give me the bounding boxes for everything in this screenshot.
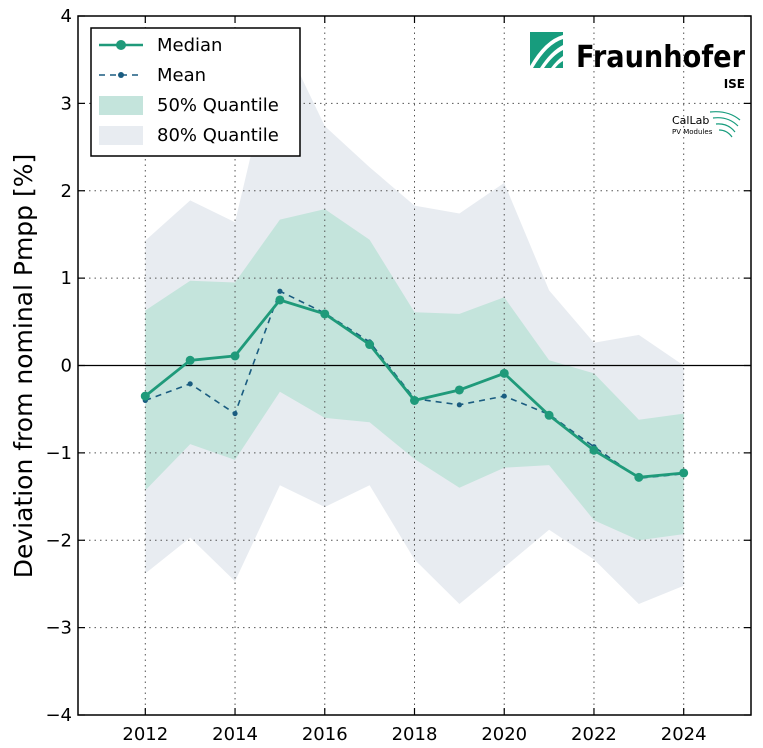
fraunhofer-emblem-icon [530,32,563,68]
legend-item-50-quantile: 50% Quantile [99,95,279,116]
callab-subtitle: PV Modules [672,128,713,136]
x-tick-label: 2014 [212,724,258,745]
point-mean [232,410,238,417]
x-tick-label: 2020 [481,724,527,745]
legend-50-label: 50% Quantile [157,95,279,116]
point-median [185,355,195,365]
point-mean [501,393,507,399]
x-tick-label: 2018 [392,724,438,745]
fraunhofer-wordmark: Fraunhofer [576,40,745,75]
legend-item-mean: Mean [99,65,206,86]
legend-80-swatch [99,126,143,145]
point-median [454,385,464,395]
point-median [365,340,375,350]
fraunhofer-logo: Fraunhofer ISE [530,32,745,91]
axis-ticks: 2012 2014 2016 2018 2020 2022 2024 −4 −3 −2 −1 0 1 2 3… [45,6,751,745]
callab-logo: CalLab PV Modules [672,111,741,138]
y-tick-label: −2 [45,530,72,551]
y-tick-label: 1 [61,268,72,289]
point-median [230,351,240,361]
point-median [499,368,509,378]
callab-title: CalLab [672,114,709,127]
legend-median-label: Median [157,35,222,56]
callab-swoosh-icon [709,111,741,138]
x-tick-label: 2016 [302,724,348,745]
y-tick-label: −4 [45,705,72,726]
y-tick-label: −1 [45,443,72,464]
point-mean [187,381,193,387]
y-tick-label: 3 [61,93,72,114]
y-tick-label: −3 [45,618,72,639]
legend-80-label: 80% Quantile [157,125,279,146]
x-tick-label: 2022 [571,724,617,745]
y-axis-title: Deviation from nominal Pmpp [%] [9,154,38,579]
y-tick-label: 4 [61,6,72,27]
point-median [589,445,599,455]
data-series [140,288,689,482]
point-median [634,472,644,482]
legend-median-marker [116,40,126,50]
point-median [544,410,554,420]
legend-mean-label: Mean [157,65,206,86]
ise-label: ISE [724,77,745,91]
point-median [679,468,689,478]
y-tick-label: 0 [61,356,72,377]
x-tick-label: 2024 [661,724,707,745]
point-median [410,395,419,405]
legend-50-swatch [99,96,143,115]
legend-item-80-quantile: 80% Quantile [99,125,279,146]
point-median [320,309,330,319]
point-median [275,295,285,305]
y-tick-label: 2 [61,181,72,202]
legend: Median Mean 50% Quantile 80% Quantile [90,27,301,157]
x-tick-label: 2012 [122,724,168,745]
point-median [140,391,150,401]
point-mean [456,402,462,408]
legend-mean-marker [118,72,124,78]
legend-item-median: Median [99,35,222,56]
point-mean [277,288,283,294]
